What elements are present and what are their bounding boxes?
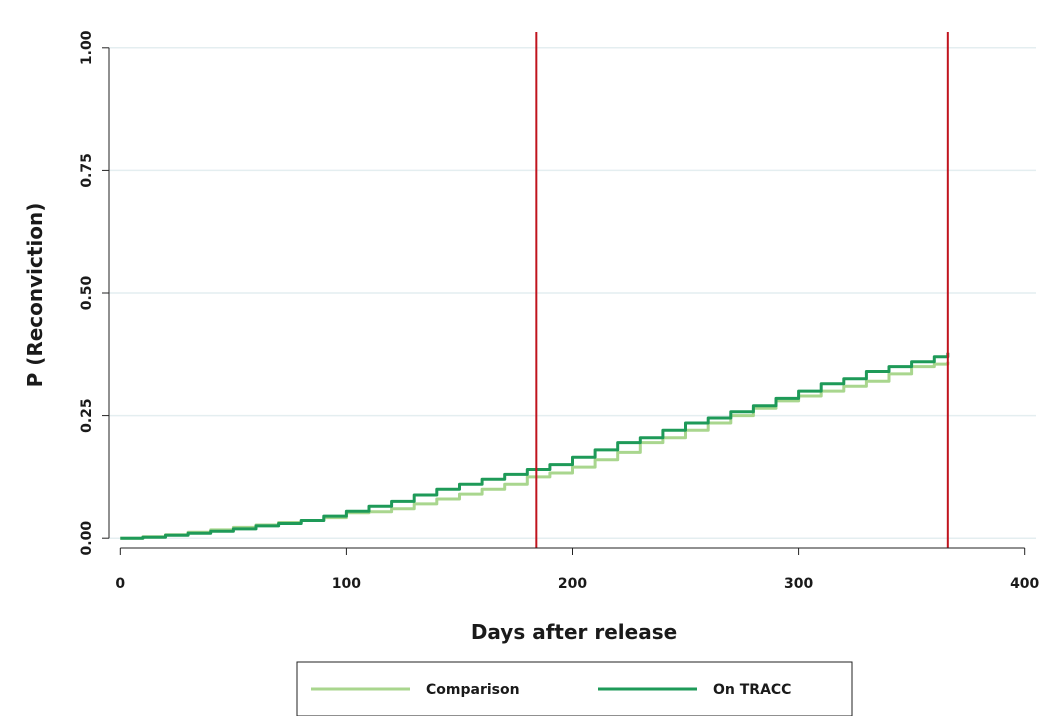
legend: Comparison On TRACC [296,661,853,717]
grid-layer [109,47,1036,539]
y-axis-title: P (Reconviction) [23,203,47,388]
y-tick-label: 1.00 [79,30,95,65]
x-tick-label: 400 [1010,576,1039,592]
series-layer [120,352,950,540]
x-tick-label: 200 [558,576,587,592]
series-line-0 [120,361,950,540]
y-tick-label: 0.50 [79,275,95,310]
x-tick-label: 300 [784,576,813,592]
x-axis-title: Days after release [471,620,677,644]
y-tick-label: 0.00 [79,521,95,556]
x-tick-label: 0 [115,576,125,592]
x-tick-label: 100 [332,576,361,592]
vline-layer [535,32,949,548]
axis-layer: 0.00 0.25 0.50 0.75 1.00 0 100 200 300 400 [79,30,1040,592]
y-tick-label: 0.75 [79,153,95,188]
legend-label-on-tracc: On TRACC [713,682,791,698]
y-tick-label: 0.25 [79,398,95,433]
series-line-1 [120,352,950,540]
legend-label-comparison: Comparison [426,682,520,698]
